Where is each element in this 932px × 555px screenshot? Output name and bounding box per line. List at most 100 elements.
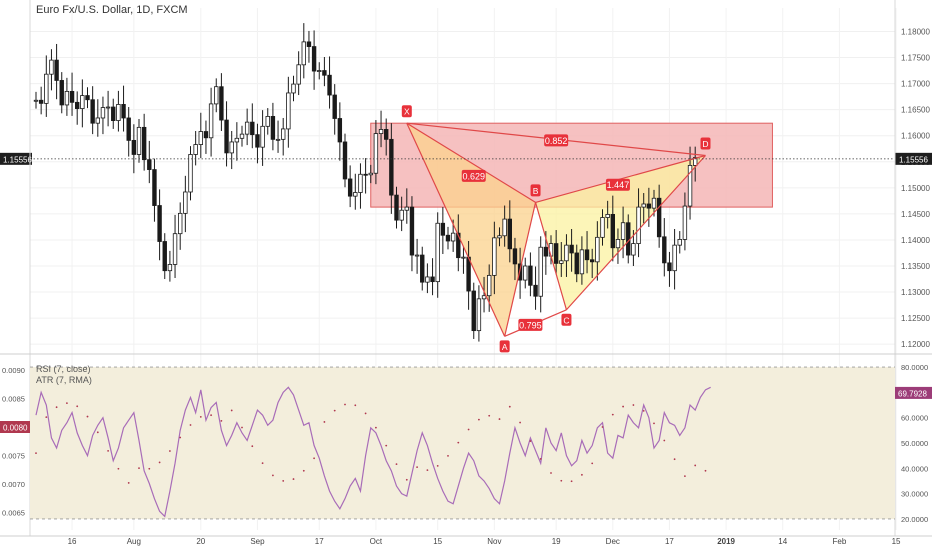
atr-dot [66,402,68,405]
atr-dot [333,409,336,412]
candle-body [265,116,270,127]
rsi-line [35,386,711,518]
candle-body [219,86,224,121]
candle-body [641,203,646,208]
atr-dot [684,475,686,478]
candle-body [538,246,543,297]
time-tick-label: 15 [433,537,442,546]
candle-body [533,284,538,297]
atr-dot [76,405,79,408]
candle-body [569,244,574,254]
atr-dot [230,409,233,412]
candle-body [497,235,502,239]
time-tick-label: 17 [315,537,324,546]
pattern-ratio-label: 1.447 [605,178,630,191]
candle-body [600,217,605,238]
atr-dot [622,405,624,408]
candle-body [456,232,461,259]
candle-body [162,241,167,272]
point-label-bg [561,313,572,326]
current-price-tag-left: 1.15556 [0,152,32,165]
candle-body [373,133,379,174]
time-tick-label: Nov [487,537,501,546]
atr-tick-label: 0.0090 [2,366,25,375]
candle-body [677,239,682,246]
point-label-text: X [404,107,410,117]
ratio-label-bg [461,169,486,182]
candle-body [116,104,121,121]
candle-body [693,157,698,166]
atr-dot [560,479,563,482]
pattern-line-xb [406,122,536,203]
candle-body [662,236,667,264]
candle-body [322,70,327,76]
candle-body [64,90,70,106]
candle-body [646,203,652,209]
candle-body [136,126,142,155]
candle-body [239,133,245,139]
ratio-label-bg [544,134,569,147]
price-tick-label: 1.15000 [901,184,930,193]
symbol-title[interactable]: Euro Fx/U.S. Dollar, 1D, FXCM [36,4,188,16]
atr-value-tag: 0.0080 [0,421,30,433]
candle-body [481,295,487,300]
candle-body [476,298,482,332]
pattern-point-label: A [499,340,510,353]
pattern-point-label: B [530,184,541,197]
candle-body [105,106,111,109]
candle-body [507,218,512,250]
ratio-label-text: 0.795 [519,320,542,330]
time-tick-label: 14 [778,537,787,546]
atr-indicator-label[interactable]: ATR (7, RMA) [36,375,92,385]
atr-dot [673,458,676,461]
atr-dot [86,415,89,418]
atr-dot [127,482,130,484]
ratio-label-bg [605,178,630,191]
atr-dot [426,469,429,472]
candle-body [450,232,456,242]
atr-dot [313,457,315,460]
ratio-label-text: 0.629 [462,171,485,181]
atr-dot [107,449,109,452]
candle-body [75,101,80,109]
atr-dot [508,405,511,408]
candle-body [620,222,626,240]
candle-body [291,83,296,94]
atr-tag-text: 0.0080 [3,424,28,433]
price-tag-text: 1.15556 [3,155,32,164]
atr-dot [405,478,408,481]
time-tick-label: Sep [250,537,265,546]
candle-body [198,131,203,145]
atr-dot [117,467,120,470]
candle-body [363,173,368,176]
atr-dot [189,424,192,426]
time-tick-label: 16 [68,537,77,546]
candle-body [409,206,415,256]
candle-body [430,276,435,283]
point-label-text: C [563,315,569,325]
atr-tick-label: 0.0085 [2,395,25,404]
atr-dot [436,465,439,467]
candle-body [404,206,409,211]
atr-tick-label: 0.0065 [2,509,25,518]
candle-body [553,243,559,264]
candle-body [193,144,198,155]
pattern-line-cd [566,155,706,311]
pattern-line-ab [504,202,537,337]
rsi-tag-bg [895,386,932,399]
candle-body [502,218,507,237]
candle-body [440,222,446,236]
atr-dot [529,440,532,442]
candle-body [378,129,384,135]
current-price-tag-right: 1.15556 [895,152,932,165]
candle-body [543,246,549,257]
atr-tick-label: 0.0075 [2,452,25,461]
candle-body [234,137,240,143]
candle-body [353,192,358,197]
candle-body [389,138,394,196]
price-tag-bg [0,152,32,165]
candle-body [157,205,162,242]
rsi-indicator-label[interactable]: RSI (7, close) [36,364,91,374]
